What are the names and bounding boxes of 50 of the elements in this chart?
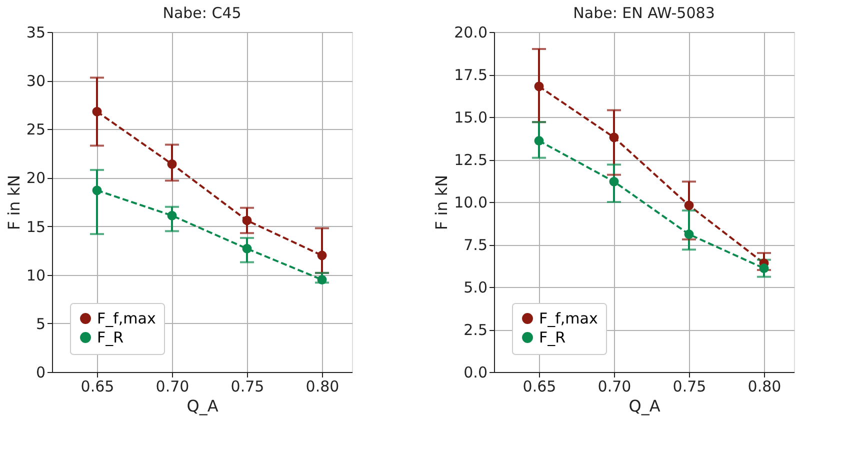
y-tick-label: 25 — [26, 120, 46, 139]
legend-label: F_f,max — [97, 310, 156, 328]
y-tick-label: 20.0 — [454, 24, 488, 42]
y-tick-label: 10 — [26, 266, 46, 284]
x-axis-title: Q_A — [186, 396, 218, 416]
x-tick-label: 0.80 — [306, 378, 340, 396]
y-tick-label: 2.5 — [464, 321, 488, 339]
point — [317, 274, 327, 284]
y-tick-label: 10.0 — [454, 194, 488, 212]
y-tick-label: 30 — [26, 72, 46, 90]
legend-label: F_R — [539, 328, 566, 346]
point — [167, 159, 177, 169]
point — [242, 244, 252, 254]
point — [317, 250, 327, 260]
point — [92, 106, 102, 116]
y-tick-label: 5.0 — [464, 278, 488, 296]
point — [759, 264, 769, 274]
y-tick-label: 7.5 — [464, 236, 488, 254]
y-axis-title: F in kN — [4, 174, 24, 230]
point — [92, 186, 102, 196]
point — [609, 132, 619, 142]
chart-title: Nabe: EN AW-5083 — [573, 4, 715, 22]
y-tick-label: 0 — [36, 364, 46, 382]
x-axis-title: Q_A — [628, 396, 660, 416]
point — [684, 230, 694, 240]
x-tick-label: 0.80 — [748, 378, 782, 396]
point — [534, 136, 544, 146]
legend-label: F_f,max — [539, 310, 598, 328]
x-tick-label: 0.70 — [598, 378, 632, 396]
y-tick-label: 35 — [26, 24, 46, 42]
y-tick-label: 15 — [26, 218, 46, 236]
x-tick-label: 0.65 — [80, 378, 114, 396]
point — [609, 176, 619, 186]
x-tick-label: 0.70 — [156, 378, 190, 396]
x-tick-label: 0.75 — [230, 378, 264, 396]
point — [684, 200, 694, 210]
y-tick-label: 15.0 — [454, 108, 488, 126]
y-tick-label: 12.5 — [454, 151, 488, 169]
point — [167, 210, 177, 220]
x-tick-label: 0.75 — [672, 378, 706, 396]
point — [534, 82, 544, 92]
y-tick-label: 0.0 — [464, 364, 488, 382]
chart-title: Nabe: C45 — [162, 4, 242, 22]
legend-label: F_R — [97, 328, 124, 346]
x-tick-label: 0.65 — [522, 378, 556, 396]
y-tick-label: 17.5 — [454, 66, 488, 84]
point — [242, 216, 252, 226]
y-tick-label: 20 — [26, 169, 46, 188]
y-tick-label: 5 — [36, 314, 46, 333]
y-axis-title: F in kN — [432, 174, 452, 230]
